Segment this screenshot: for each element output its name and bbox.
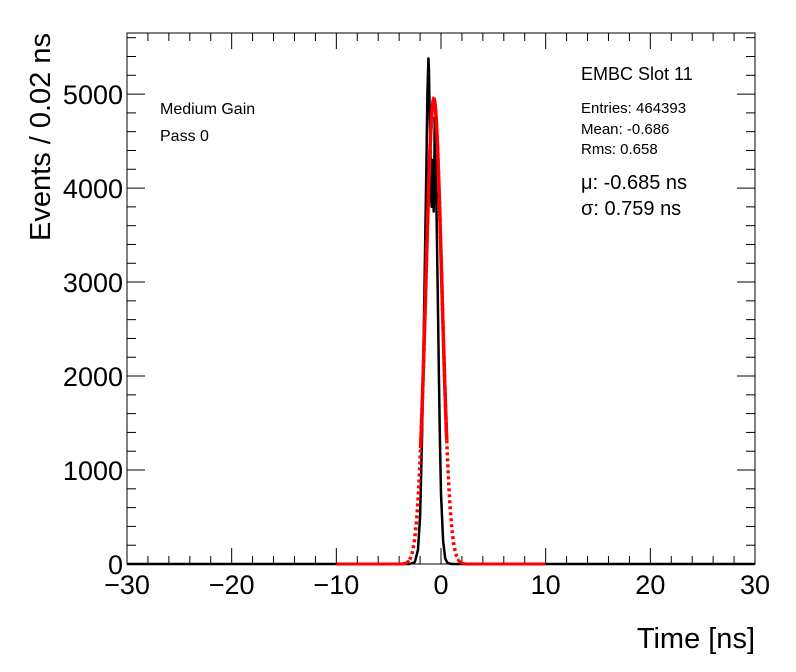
fit-curve-tail-low: [336, 559, 411, 566]
y-tick-label: 3000: [63, 268, 123, 298]
x-tick-label: 10: [531, 570, 561, 600]
stats-mean: Mean: -0.686: [581, 121, 669, 138]
fit-curve-dotted: [408, 96, 460, 561]
x-tick-label: −30: [104, 570, 150, 600]
x-tick-label: −10: [313, 570, 359, 600]
stats-title: EMBC Slot 11: [581, 64, 693, 84]
x-tick-label: 30: [740, 570, 770, 600]
y-tick-label: 4000: [63, 174, 123, 204]
y-tick-labels: 0 1000 2000 3000 4000 5000: [63, 80, 123, 580]
stats-entries: Entries: 464393: [581, 100, 686, 117]
y-axis-ticks: [127, 37, 755, 565]
y-tick-label: 1000: [63, 456, 123, 486]
x-tick-labels: −30 −20 −10 0 10 20 30: [104, 570, 770, 600]
gain-label: Medium Gain: [160, 101, 255, 118]
y-axis-label: Events / 0.02 ns: [25, 33, 57, 241]
fit-curve-peak: [418, 96, 449, 449]
fit-curve-tail-high: [456, 558, 546, 566]
series-layer: [127, 57, 755, 566]
y-tick-label: 5000: [63, 80, 123, 110]
fit-sigma: σ: 0.759 ns: [581, 198, 681, 220]
fit-mu: μ: -0.685 ns: [581, 172, 687, 194]
x-tick-label: 20: [635, 570, 665, 600]
x-tick-label: 0: [433, 570, 448, 600]
y-tick-label: 0: [108, 550, 123, 580]
y-tick-label: 2000: [63, 362, 123, 392]
stats-rms: Rms: 0.658: [581, 141, 658, 158]
x-axis-label: Time [ns]: [637, 623, 755, 655]
pass-label: Pass 0: [160, 128, 209, 145]
x-tick-label: −20: [209, 570, 255, 600]
x-axis-ticks: [126, 33, 756, 564]
